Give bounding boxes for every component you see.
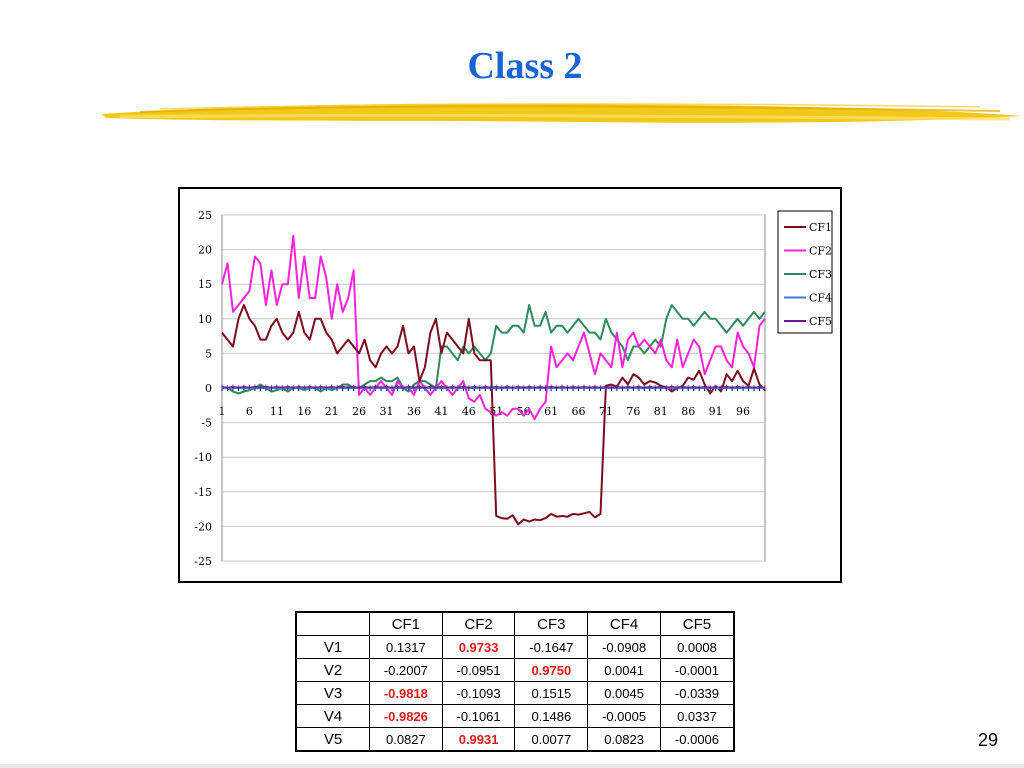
table-cell: -0.2007 [369, 658, 443, 682]
table-cell: -0.0005 [587, 704, 661, 728]
legend-label-cf4: CF4 [809, 292, 832, 305]
x-tick-label: 46 [462, 405, 476, 418]
x-tick-label: 76 [626, 405, 640, 418]
table-cell: 0.0045 [587, 681, 661, 705]
table-cell: 0.0077 [514, 727, 589, 752]
x-tick-label: 61 [544, 405, 558, 418]
x-tick-label: 96 [736, 405, 750, 418]
y-tick-label: 10 [198, 313, 212, 326]
page-number: 29 [978, 730, 999, 750]
x-tick-label: 16 [297, 405, 311, 418]
x-tick-label: 81 [654, 405, 668, 418]
correlation-table: CF1 CF2 CF3 CF4 CF5 V1 0.1317 0.9733 -0.1647 -0.… [295, 611, 735, 752]
legend-label-cf5: CF5 [809, 315, 832, 328]
table-cell: -0.0951 [441, 658, 516, 682]
x-tick-label: 41 [434, 405, 448, 418]
legend-label-cf3: CF3 [809, 268, 832, 281]
row-label: V1 [295, 635, 370, 659]
table-cell: -0.0908 [587, 635, 661, 659]
table-cell: 0.0041 [587, 658, 661, 682]
table-row: V3 -0.9818 -0.1093 0.1515 0.0045 -0.0339 [295, 681, 735, 705]
y-tick-label: -20 [194, 520, 212, 533]
table-cell: -0.1061 [441, 704, 516, 728]
table-cell: 0.0823 [587, 727, 661, 752]
x-tick-label: 21 [325, 405, 339, 418]
highlighted-cell: 0.9931 [441, 727, 516, 752]
y-tick-label: 25 [198, 209, 212, 222]
footer-divider [0, 764, 1024, 768]
table-row: V4 -0.9826 -0.1061 0.1486 -0.0005 0.0337 [295, 704, 735, 728]
y-tick-label: -10 [194, 451, 212, 464]
series-line-cf1 [221, 304, 766, 526]
column-header-cf5: CF5 [659, 611, 735, 636]
x-tick-label: 31 [380, 405, 394, 418]
legend-box [777, 210, 833, 334]
x-tick-label: 1 [219, 405, 226, 418]
table-cell: -0.0006 [659, 727, 735, 752]
x-tick-label: 26 [352, 405, 366, 418]
table-cell: -0.1647 [514, 635, 589, 659]
table-corner-cell [295, 611, 370, 636]
legend-label-cf2: CF2 [809, 245, 832, 258]
y-tick-label: 15 [198, 278, 212, 291]
table-row: V5 0.0827 0.9931 0.0077 0.0823 -0.0006 [295, 727, 735, 752]
table-cell: -0.1093 [441, 681, 516, 705]
column-header-cf3: CF3 [514, 611, 589, 636]
highlighted-cell: 0.9750 [514, 658, 589, 682]
x-tick-label: 36 [407, 405, 421, 418]
y-tick-label: -25 [194, 555, 212, 568]
x-tick-label: 66 [572, 405, 586, 418]
highlighted-cell: -0.9818 [369, 681, 443, 705]
table-row: V1 0.1317 0.9733 -0.1647 -0.0908 0.0008 [295, 635, 735, 659]
table-header-row: CF1 CF2 CF3 CF4 CF5 [295, 611, 735, 636]
table-cell: 0.0337 [659, 704, 735, 728]
x-tick-label: 86 [681, 405, 695, 418]
table-cell: 0.1317 [369, 635, 443, 659]
table-cell: 0.0008 [659, 635, 735, 659]
table-cell: -0.0339 [659, 681, 735, 705]
x-tick-label: 6 [246, 405, 253, 418]
table-row: V2 -0.2007 -0.0951 0.9750 0.0041 -0.0001 [295, 658, 735, 682]
y-tick-label: -15 [194, 486, 212, 499]
y-tick-label: 5 [205, 347, 212, 360]
column-header-cf1: CF1 [369, 611, 443, 636]
row-label: V5 [295, 727, 370, 752]
table-cell: 0.1486 [514, 704, 589, 728]
table-cell: 0.0827 [369, 727, 443, 752]
y-tick-label: 0 [205, 382, 212, 395]
table-cell: 0.1515 [514, 681, 589, 705]
legend-label-cf1: CF1 [809, 221, 832, 234]
column-header-cf4: CF4 [587, 611, 661, 636]
highlighted-cell: 0.9733 [441, 635, 516, 659]
chart-frame: 25 20 15 10 5 0 -5 -10 -15 -20 -25 1 6 11 16 21 26 31 36 41… [178, 187, 842, 583]
y-tick-label: 20 [198, 244, 212, 257]
decorative-brush-stroke [102, 103, 1022, 123]
x-tick-label: 91 [709, 405, 723, 418]
series-line-cf5 [221, 386, 766, 388]
slide-title: Class 2 [467, 45, 583, 87]
row-label: V4 [295, 704, 370, 728]
row-label: V3 [295, 681, 370, 705]
x-tick-label: 11 [270, 405, 284, 418]
highlighted-cell: -0.9826 [369, 704, 443, 728]
row-label: V2 [295, 658, 370, 682]
x-tick-label: 71 [599, 405, 613, 418]
column-header-cf2: CF2 [441, 611, 516, 636]
y-tick-label: -5 [201, 417, 212, 430]
table-cell: -0.0001 [659, 658, 735, 682]
x-tick-label: 56 [517, 405, 531, 418]
